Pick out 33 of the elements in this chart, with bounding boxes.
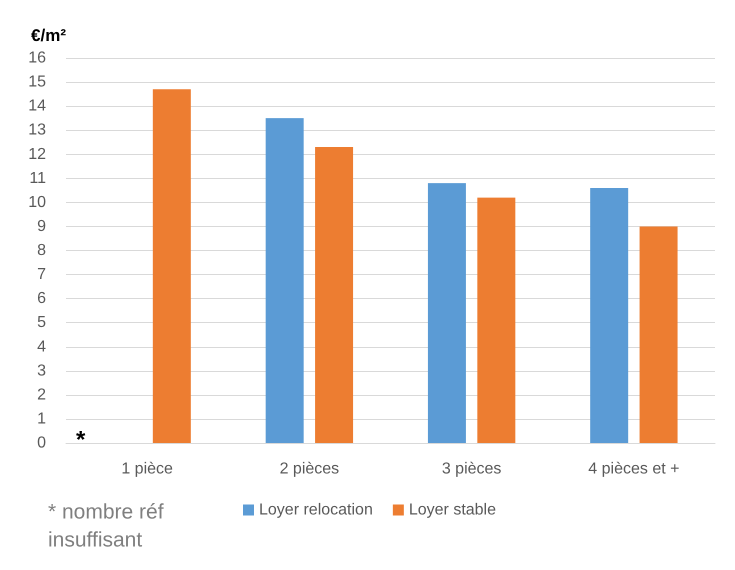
bar	[428, 183, 466, 443]
y-tick-label: 3	[37, 362, 46, 380]
y-tick-label: 12	[28, 146, 46, 163]
y-tick-label: 2	[37, 386, 46, 404]
legend-label: Loyer relocation	[259, 502, 373, 518]
y-tick-label: 13	[28, 122, 46, 139]
annotation: *	[76, 426, 86, 454]
bar	[152, 89, 191, 443]
bar	[315, 147, 354, 443]
y-tick-label: 14	[28, 98, 46, 115]
y-tick-label: 7	[37, 266, 46, 284]
y-tick-label: 1	[37, 410, 46, 428]
bar	[640, 226, 678, 443]
y-tick-label: 9	[37, 218, 46, 235]
y-tick-label: 6	[37, 290, 46, 308]
y-tick-label: 5	[37, 314, 46, 332]
y-tick-label: 11	[29, 170, 46, 187]
legend-label: Loyer stable	[408, 502, 496, 518]
x-tick-label: 4 pièces et +	[588, 460, 680, 478]
bar	[590, 188, 628, 443]
bar	[266, 118, 304, 443]
y-tick-label: 16	[28, 50, 46, 66]
y-tick-label: 4	[37, 338, 46, 356]
y-tick-label: 15	[28, 74, 46, 91]
bar	[477, 198, 516, 443]
x-tick-label: 3 pièces	[442, 460, 502, 478]
x-tick-label: 1 pièce	[121, 460, 174, 478]
y-axis-title: €/m²	[31, 26, 66, 45]
y-tick-label: 0	[37, 434, 46, 452]
text: * nombre réf insuffisant	[48, 500, 170, 552]
x-tick-label: 2 pièces	[280, 460, 340, 478]
y-tick-label: 10	[28, 194, 46, 211]
y-tick-label: 8	[37, 242, 46, 259]
